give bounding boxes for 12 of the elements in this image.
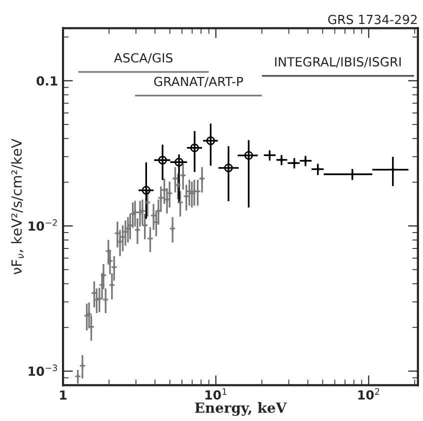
x-axis-title: Energy, keV bbox=[195, 402, 287, 416]
chart-title: GRS 1734-292 bbox=[328, 14, 417, 24]
x-tick-label: 10$^{2}$ bbox=[358, 388, 380, 400]
series-label: GRANAT/ART-P bbox=[154, 76, 244, 88]
y-axis-title: νF$_{ν}$, keV²/s/cm²/keV bbox=[11, 138, 24, 274]
y-tick-label: 10$^{−2}$ bbox=[28, 219, 57, 231]
y-tick-label: 10$^{−3}$ bbox=[28, 364, 58, 376]
y-tick-label: 0.1 bbox=[36, 76, 58, 86]
x-tick-label: 10$^{1}$ bbox=[206, 388, 226, 400]
series-label: INTEGRAL/IBIS/ISGRI bbox=[275, 57, 401, 68]
series-label: ASCA/GIS bbox=[114, 53, 172, 64]
x-tick-label: 1 bbox=[60, 390, 67, 400]
